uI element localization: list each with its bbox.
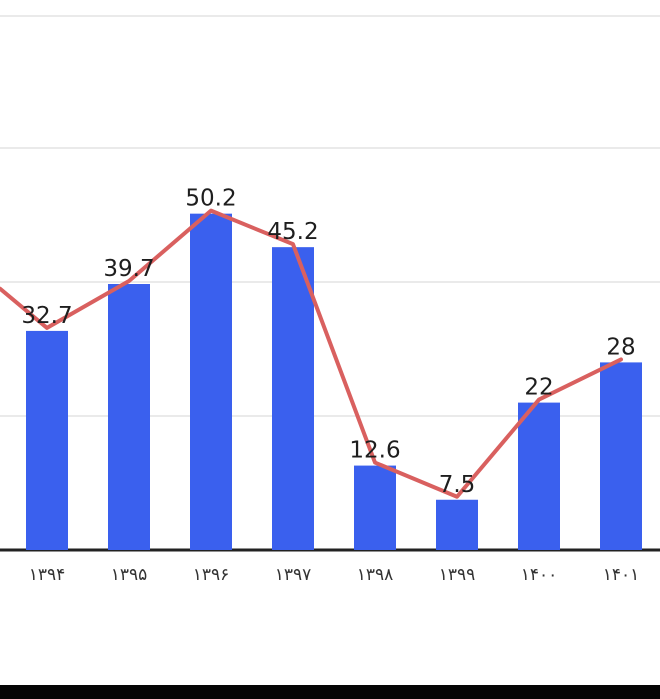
x-axis-ticks: ۱۳۹۴ ۱۳۹۵ ۱۳۹۶ ۱۳۹۷ ۱۳۹۸ ۱۳۹۹ ۱۴۰۰ ۱۴۰۱ [29,565,640,585]
x-tick-label: ۱۳۹۵ [111,565,148,585]
gridlines [0,15,660,552]
bar [190,213,232,550]
data-label: 7.5 [439,472,476,498]
data-label: 28 [606,334,635,360]
trend-line [0,208,623,499]
bar [108,284,150,550]
bar [518,402,560,550]
data-label: 39.7 [103,256,154,282]
data-label: 50.2 [185,186,236,212]
bar [26,330,68,550]
data-labels: 32.7 39.7 50.2 45.2 12.6 7.5 22 28 [21,186,635,498]
x-tick-label: ۱۳۹۸ [357,565,394,585]
x-tick-label: ۱۳۹۷ [275,565,312,585]
bottom-edge-band [0,685,660,699]
data-label: 32.7 [21,303,72,329]
bar-line-chart: 32.7 39.7 50.2 45.2 12.6 7.5 22 28 ۱۳۹۴ ۱۳۹۵ ۱۳۹۶… [0,15,660,585]
bar [436,499,478,550]
x-tick-label: ۱۳۹۶ [193,565,230,585]
x-tick-label: ۱۴۰۰ [521,565,558,585]
x-tick-label: ۱۳۹۴ [29,565,66,585]
bars [26,213,642,550]
bar [272,247,314,550]
data-label: 45.2 [267,219,318,245]
x-tick-label: ۱۴۰۱ [603,565,640,585]
x-tick-label: ۱۳۹۹ [439,565,476,585]
bar [600,362,642,550]
data-label: 12.6 [349,438,400,464]
data-label: 22 [524,375,553,401]
trend-line-group [0,208,623,499]
bar [354,465,396,550]
